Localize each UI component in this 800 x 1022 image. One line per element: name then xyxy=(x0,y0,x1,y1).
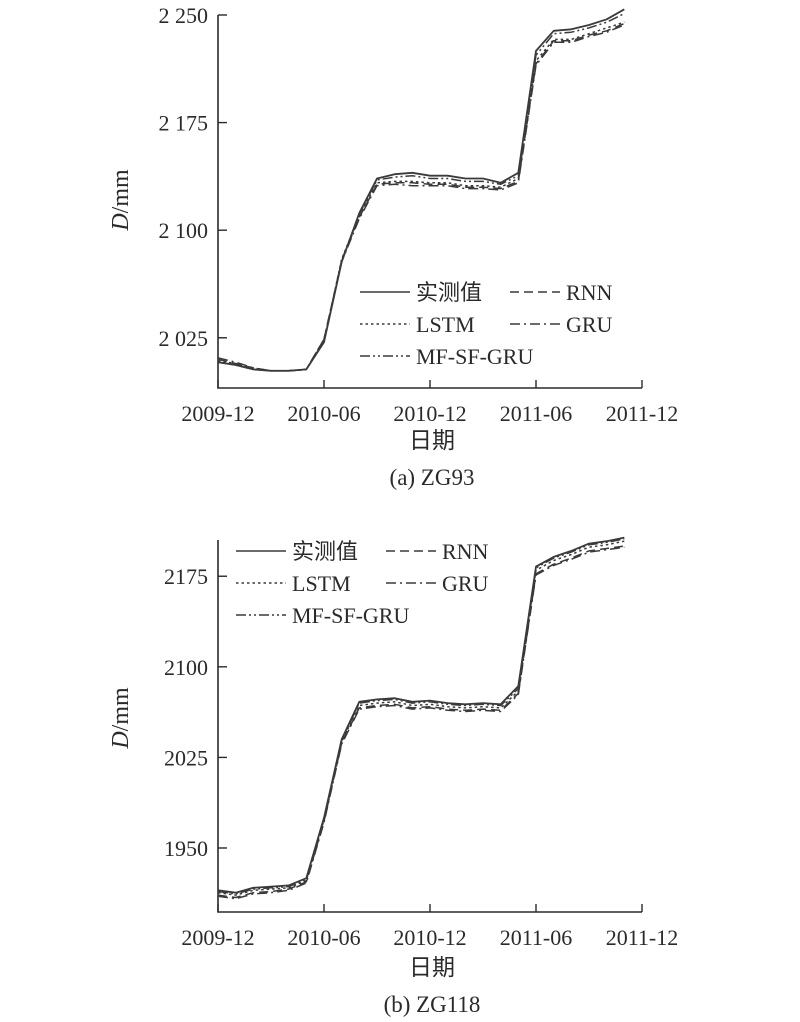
y-axis-ticks: 2 025 2 100 2 175 2 250 xyxy=(159,3,227,351)
series-line-LSTM xyxy=(217,21,625,372)
legend: 实测值 RNN LSTM GRU MF-SF-GRU xyxy=(236,539,489,628)
y-axis-title: D/mm xyxy=(108,169,134,232)
x-tick-label: 2011-12 xyxy=(606,925,679,950)
legend-item: RNN xyxy=(386,539,489,564)
x-tick-label: 2009-12 xyxy=(181,925,254,950)
x-tick-label: 2010-06 xyxy=(287,925,360,950)
x-tick-label: 2010-12 xyxy=(393,925,466,950)
x-tick-label: 2011-06 xyxy=(500,401,573,426)
legend-item: MF-SF-GRU xyxy=(236,603,409,628)
series-line-MF-SF-GRU xyxy=(217,538,625,895)
legend-label: MF-SF-GRU xyxy=(292,603,409,628)
series-line-RNN xyxy=(217,545,625,899)
x-tick-label: 2010-12 xyxy=(393,401,466,426)
legend-item: LSTM xyxy=(360,312,475,337)
series-lines xyxy=(217,8,625,372)
y-tick-label: 2175 xyxy=(164,564,208,589)
legend: 实测值 RNN LSTM GRU MF-SF-GRU xyxy=(360,280,613,369)
series-lines xyxy=(217,536,625,900)
y-tick-label: 1950 xyxy=(164,836,208,861)
chart-panel-a: 2 025 2 100 2 175 2 250 2009-12 2010-06 2010-… xyxy=(108,3,678,490)
legend-label: LSTM xyxy=(292,571,351,596)
legend-label: LSTM xyxy=(416,312,475,337)
legend-item: 实测值 xyxy=(360,280,482,305)
series-line-实测值 xyxy=(217,536,625,894)
y-axis-ticks: 1950 2025 2100 2175 xyxy=(164,564,227,861)
y-tick-label: 2 025 xyxy=(159,326,209,351)
plot-area xyxy=(217,540,642,913)
x-tick-label: 2011-12 xyxy=(606,401,679,426)
x-tick-label: 2011-06 xyxy=(500,925,573,950)
y-tick-label: 2 100 xyxy=(159,218,209,243)
x-axis-title: 日期 xyxy=(409,955,455,980)
legend-item: GRU xyxy=(386,571,489,596)
legend-label: RNN xyxy=(442,539,489,564)
x-axis-ticks: 2009-12 2010-06 2010-12 2011-06 2011-12 xyxy=(181,380,678,426)
legend-label: GRU xyxy=(566,312,613,337)
legend-item: LSTM xyxy=(236,571,351,596)
x-axis-title: 日期 xyxy=(409,428,455,453)
series-line-LSTM xyxy=(217,540,625,896)
legend-label: 实测值 xyxy=(292,539,358,564)
axis-lines xyxy=(217,540,642,913)
series-line-GRU xyxy=(217,546,625,900)
caption-b: (b) ZG118 xyxy=(384,992,481,1017)
legend-item: 实测值 xyxy=(236,539,358,564)
x-tick-label: 2009-12 xyxy=(181,401,254,426)
series-line-GRU xyxy=(217,24,625,372)
y-tick-label: 2100 xyxy=(164,655,208,680)
y-axis-title: D/mm xyxy=(108,687,134,750)
y-tick-label: 2 250 xyxy=(159,3,209,28)
x-axis-ticks: 2009-12 2010-06 2010-12 2011-06 2011-12 xyxy=(181,904,678,950)
legend-label: GRU xyxy=(442,571,489,596)
caption-a: (a) ZG93 xyxy=(390,465,475,490)
legend-label: 实测值 xyxy=(416,280,482,305)
legend-label: MF-SF-GRU xyxy=(416,344,533,369)
legend-item: RNN xyxy=(510,280,613,305)
legend-item: GRU xyxy=(510,312,613,337)
legend-label: RNN xyxy=(566,280,613,305)
x-tick-label: 2010-06 xyxy=(287,401,360,426)
legend-item: MF-SF-GRU xyxy=(360,344,533,369)
y-tick-label: 2 175 xyxy=(159,111,209,136)
y-tick-label: 2025 xyxy=(164,745,208,770)
